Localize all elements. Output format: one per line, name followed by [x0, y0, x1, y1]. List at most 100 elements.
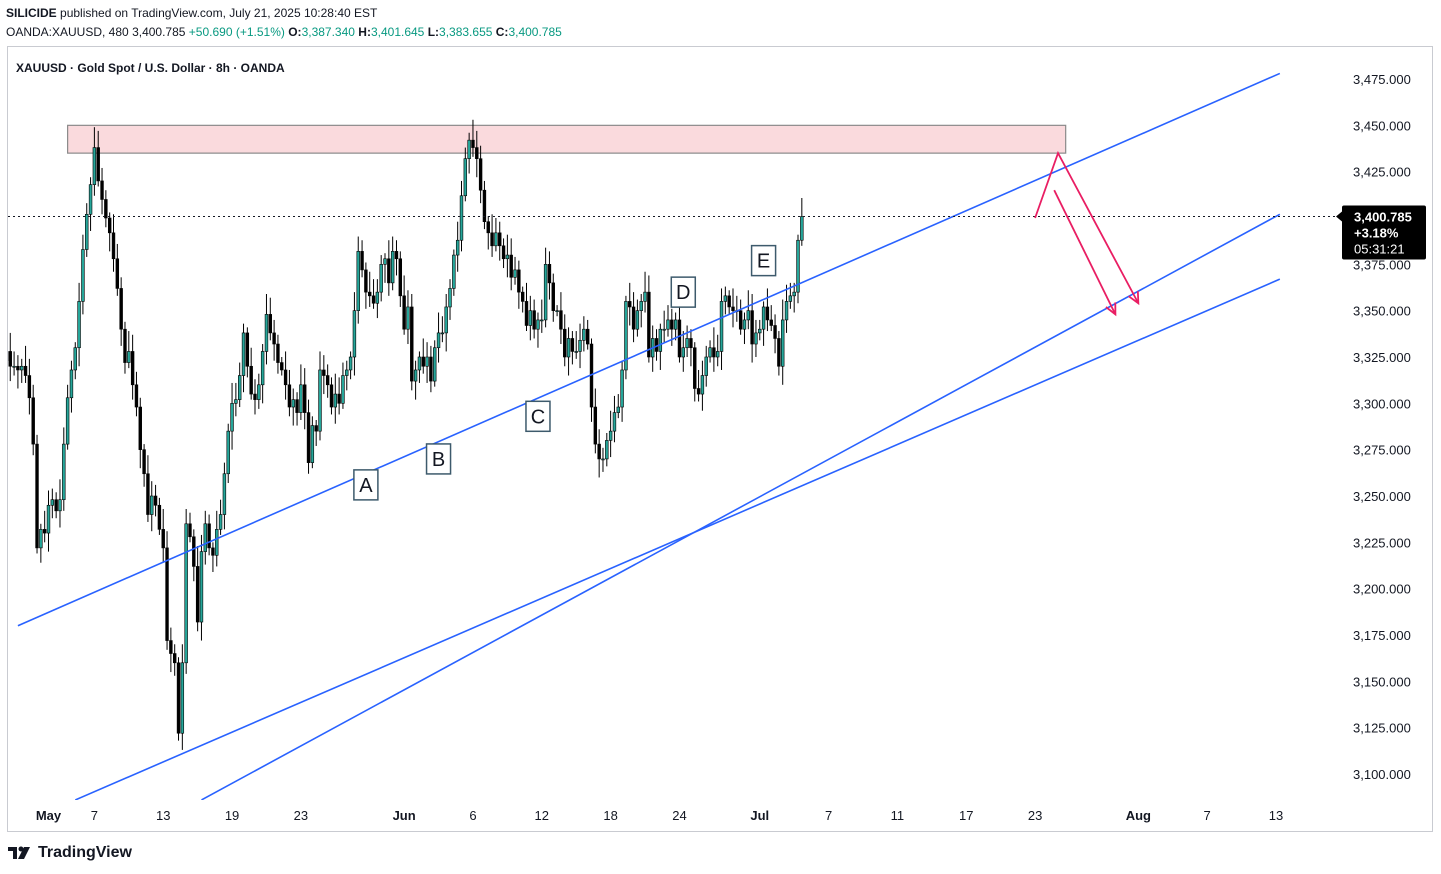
candle-body	[165, 547, 169, 641]
trend-line[interactable]	[201, 213, 1281, 800]
candle-body	[138, 406, 142, 450]
candle-body	[176, 662, 181, 734]
wave-label-box[interactable]	[353, 469, 379, 501]
wave-label: D	[676, 282, 690, 304]
candle-body	[333, 393, 337, 408]
candle-body	[387, 258, 391, 284]
candle-body	[761, 306, 766, 330]
candle-body	[12, 365, 16, 368]
wave-label: E	[757, 251, 770, 273]
candle-body	[241, 332, 246, 376]
wave-label-box[interactable]	[670, 276, 697, 308]
candle-body	[532, 310, 536, 330]
x-tick-label: May	[36, 808, 62, 823]
candle-body	[513, 269, 517, 278]
chart-frame[interactable]	[7, 46, 1433, 832]
y-tick-label: 3,425.000	[1353, 165, 1411, 180]
trend-lines	[17, 72, 1281, 800]
candle-body	[283, 369, 288, 386]
y-tick-label: 3,300.000	[1353, 396, 1411, 411]
x-tick-label: 7	[91, 808, 98, 823]
candle-body	[501, 245, 506, 260]
candle-body	[375, 291, 380, 304]
candle-body	[482, 189, 487, 223]
y-tick-label: 3,450.000	[1353, 118, 1411, 133]
candle-body	[639, 301, 643, 311]
resistance-zone[interactable]	[67, 124, 1067, 154]
candle-body	[628, 301, 632, 308]
candle-body	[172, 653, 177, 664]
projection-arrow[interactable]	[1053, 189, 1117, 315]
candle-body	[746, 310, 750, 321]
candle-body	[555, 310, 559, 312]
candle-body	[543, 264, 548, 321]
candle-body	[27, 375, 32, 399]
candle-body	[157, 504, 162, 530]
candle-body	[800, 216, 804, 241]
candle-body	[96, 147, 100, 182]
candle-body	[303, 384, 307, 413]
wave-label-box[interactable]	[425, 443, 452, 475]
candle-body	[406, 306, 410, 330]
candle-body	[540, 319, 544, 322]
candle-body	[467, 139, 471, 159]
trend-line[interactable]	[74, 278, 1281, 800]
candle-body	[100, 180, 104, 200]
publish-text: published on TradingView.com, July 21, 2…	[60, 6, 378, 20]
high-label: H:	[358, 25, 371, 39]
candle-body	[643, 291, 647, 302]
candle-body	[455, 239, 460, 256]
candle-body	[597, 443, 601, 460]
candle-body	[310, 425, 315, 463]
candle-body	[727, 295, 731, 308]
y-tick-label: 3,350.000	[1353, 304, 1411, 319]
candle-body	[390, 251, 395, 284]
x-tick-label: 7	[825, 808, 832, 823]
candle-body	[222, 473, 227, 515]
candle-body	[410, 306, 414, 382]
candle-body	[582, 328, 586, 341]
arrow-head	[1128, 291, 1140, 306]
last-price-value: 3,400.785	[132, 25, 186, 39]
candle-body	[792, 291, 796, 297]
wave-label-box[interactable]	[750, 244, 777, 277]
footer-brand: TradingView	[8, 844, 132, 862]
candle-body	[620, 369, 624, 408]
candle-body	[257, 384, 261, 400]
candle-body	[368, 291, 372, 297]
candle-body	[77, 301, 81, 349]
trend-line[interactable]	[17, 72, 1281, 627]
projection-arrow[interactable]	[1034, 150, 1140, 304]
candle-body	[180, 662, 185, 734]
close-label: C:	[495, 25, 509, 39]
x-tick-label: 23	[294, 808, 308, 823]
candle-body	[715, 351, 720, 358]
candle-body	[520, 291, 525, 302]
candle-body	[585, 328, 590, 345]
candle-body	[280, 362, 284, 371]
candle-body	[719, 301, 724, 352]
candle-body	[150, 495, 154, 515]
candle-body	[107, 217, 112, 234]
candle-body	[31, 397, 35, 445]
candle-body	[23, 365, 28, 376]
candle-body	[666, 319, 670, 330]
candle-body	[673, 319, 678, 330]
candle-body	[781, 319, 785, 367]
candle-body	[425, 356, 429, 367]
candle-body	[658, 328, 663, 352]
candle-body	[689, 338, 693, 349]
candle-body	[677, 319, 682, 358]
x-tick-label: 19	[225, 808, 239, 823]
y-tick-label: 3,375.000	[1353, 257, 1411, 272]
y-tick-label: 3,125.000	[1353, 721, 1411, 736]
candle-body	[306, 412, 311, 463]
candle-body	[670, 319, 674, 330]
candle-body	[433, 347, 437, 382]
candle-body	[436, 332, 441, 349]
wave-label-box[interactable]	[525, 400, 551, 433]
candle-body	[260, 351, 265, 386]
candle-body	[475, 147, 479, 159]
candle-body	[681, 347, 685, 358]
